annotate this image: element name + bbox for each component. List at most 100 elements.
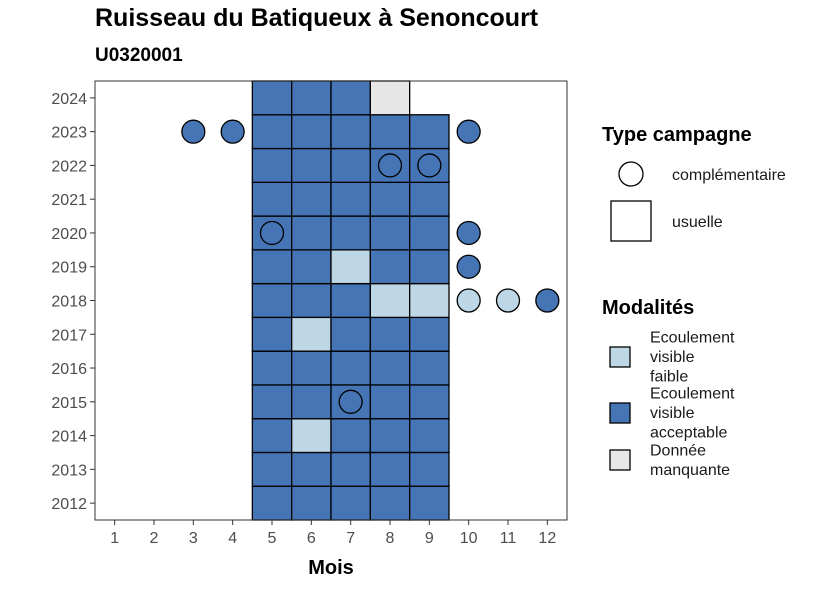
heat-tile (291, 114, 332, 150)
heat-tile (251, 485, 293, 521)
heat-tile (291, 384, 332, 420)
x-tick-label: 1 (110, 530, 119, 547)
complementary-point (181, 119, 206, 144)
x-tick-label: 3 (189, 530, 198, 547)
heat-tile (330, 485, 371, 521)
legend-modalite-label: manquante (650, 462, 730, 479)
legend-modalite-key (609, 346, 631, 368)
y-tick-label: 2013 (51, 462, 87, 479)
complementary-point (456, 119, 481, 144)
heat-tile (409, 215, 450, 251)
chart-subtitle: U0320001 (95, 45, 183, 66)
complementary-point (456, 288, 481, 313)
heat-tile (330, 249, 371, 285)
legend-modalite-label: visible (650, 349, 695, 366)
complementary-point (456, 220, 481, 246)
heat-tile (330, 350, 371, 386)
heat-tile (251, 114, 293, 150)
heat-tile (409, 316, 450, 352)
y-tick-label: 2019 (51, 260, 87, 277)
y-tick-label: 2021 (51, 192, 87, 209)
heat-tile (409, 418, 450, 454)
heat-tile (330, 316, 371, 352)
heat-tile (369, 316, 411, 352)
heat-tile (369, 80, 411, 116)
y-tick-label: 2024 (51, 91, 87, 108)
heat-tile (369, 418, 411, 454)
heat-tile (291, 350, 332, 386)
heat-tile (251, 80, 293, 116)
y-tick-label: 2023 (51, 125, 87, 142)
y-tick-label: 2022 (51, 158, 87, 175)
heat-tile (369, 384, 411, 420)
complementary-point (259, 220, 285, 246)
legend-modalite-key (609, 449, 631, 471)
heat-tile (369, 114, 411, 150)
heat-tile (291, 147, 332, 183)
complementary-point (456, 254, 481, 279)
x-tick-label: 9 (425, 530, 434, 547)
heat-tile (291, 316, 332, 352)
x-tick-label: 6 (307, 530, 316, 547)
heat-tile (409, 181, 450, 217)
heat-tile (409, 384, 450, 420)
heat-tile (330, 418, 371, 454)
heat-tile (369, 282, 411, 319)
heat-tile (251, 282, 293, 319)
heat-tile (369, 215, 411, 251)
heat-tile (251, 418, 293, 454)
legend-square-key (610, 200, 652, 242)
heat-tile (291, 249, 332, 285)
heat-tile (330, 451, 371, 487)
x-tick-label: 7 (346, 530, 355, 547)
legend-modalite-label: acceptable (650, 425, 727, 442)
y-tick-label: 2017 (51, 327, 87, 344)
y-tick-label: 2012 (51, 496, 87, 513)
heat-tile (369, 451, 411, 487)
x-axis-title: Mois (308, 557, 354, 579)
heat-tile (251, 249, 293, 285)
complementary-point (535, 288, 560, 313)
heat-tile (330, 215, 371, 251)
heat-tile (409, 282, 450, 319)
heat-tile (291, 485, 332, 521)
x-tick-label: 4 (228, 530, 237, 547)
legend-modalite-label: faible (650, 369, 688, 386)
heat-tile (330, 181, 371, 217)
legend-modalite-label: Donnée (650, 442, 706, 459)
y-tick-label: 2018 (51, 294, 87, 311)
heat-tile (409, 114, 450, 150)
heat-tile (291, 282, 332, 319)
heat-tile (369, 181, 411, 217)
legend-modalite-label: visible (650, 405, 695, 422)
x-tick-label: 10 (460, 530, 478, 547)
legend-modalites-title: Modalités (602, 297, 694, 319)
chart-title: Ruisseau du Batiqueux à Senoncourt (95, 4, 539, 32)
heat-tile (251, 316, 293, 352)
y-tick-label: 2020 (51, 226, 87, 243)
legend-type-label: complémentaire (672, 167, 786, 184)
heat-tile (251, 147, 293, 183)
heat-tile (251, 451, 293, 487)
heat-tile (369, 485, 411, 521)
heat-tile (369, 350, 411, 386)
legend-type-title: Type campagne (602, 124, 752, 146)
x-tick-label: 11 (500, 530, 517, 547)
x-tick-label: 12 (538, 530, 556, 547)
heat-tile (330, 80, 371, 116)
legend-modalite-key (609, 402, 631, 424)
heat-tile (291, 181, 332, 217)
heat-tile (291, 451, 332, 487)
heat-tile (409, 249, 450, 285)
x-tick-label: 5 (268, 530, 277, 547)
heat-tile (409, 485, 450, 521)
heat-tile (291, 418, 332, 454)
legend-modalite-label: Ecoulement (650, 330, 735, 347)
heat-tile (330, 282, 371, 319)
complementary-point (495, 288, 521, 313)
heat-tile (409, 451, 450, 487)
x-tick-label: 8 (386, 530, 395, 547)
heat-tile (251, 350, 293, 386)
y-tick-label: 2015 (51, 395, 87, 412)
